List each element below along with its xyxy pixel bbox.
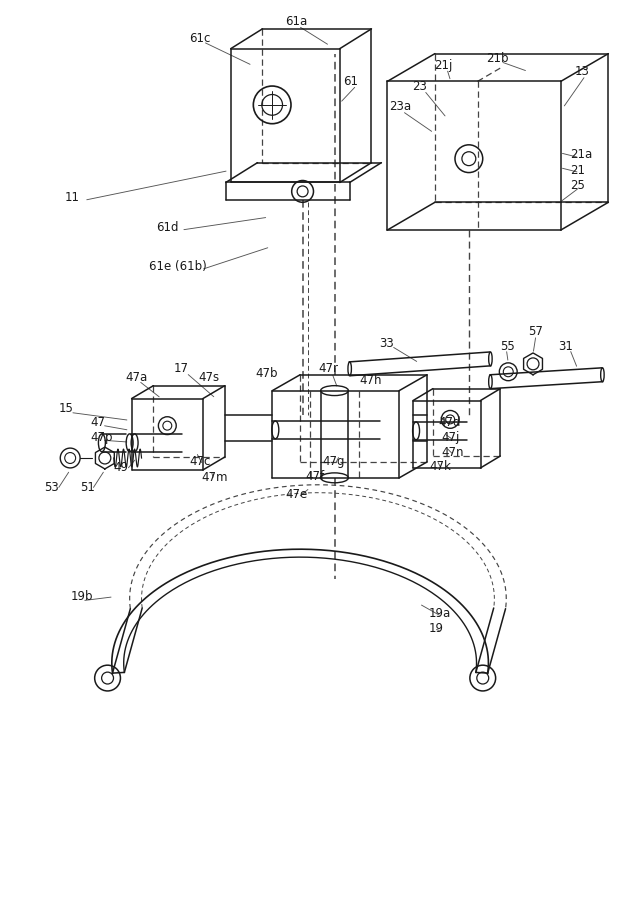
Text: 53: 53: [44, 481, 59, 494]
Text: 47e: 47e: [285, 488, 307, 501]
Text: 57: 57: [528, 325, 543, 338]
Text: 55: 55: [500, 340, 515, 353]
Text: 21a: 21a: [570, 148, 592, 162]
Text: 61d: 61d: [156, 220, 179, 233]
Text: 19a: 19a: [429, 607, 451, 621]
Text: 47p: 47p: [90, 431, 113, 443]
Text: 47a: 47a: [126, 371, 148, 385]
Text: 47b: 47b: [255, 367, 278, 380]
Text: 47n: 47n: [442, 445, 464, 459]
Text: 47g: 47g: [322, 455, 344, 468]
Text: 47f: 47f: [305, 470, 324, 484]
Text: 31: 31: [558, 340, 573, 353]
Text: 47s: 47s: [198, 371, 219, 385]
Text: 33: 33: [379, 337, 394, 350]
Text: 15: 15: [58, 402, 73, 415]
Text: 49: 49: [114, 462, 129, 475]
Text: 51: 51: [80, 481, 95, 494]
Text: 47k: 47k: [429, 461, 451, 474]
Text: 47: 47: [90, 416, 105, 429]
Text: 13: 13: [575, 65, 590, 78]
Text: 23: 23: [412, 80, 427, 93]
Text: 25: 25: [570, 179, 585, 192]
Text: 19: 19: [429, 622, 444, 635]
Text: 23a: 23a: [389, 100, 411, 113]
Text: 21b: 21b: [486, 52, 509, 65]
Text: 11: 11: [64, 191, 80, 204]
Text: 61a: 61a: [285, 16, 307, 28]
Text: 47h: 47h: [359, 375, 382, 387]
Text: 47c: 47c: [189, 455, 210, 468]
Text: 47r: 47r: [318, 363, 338, 375]
Text: 61e (61b): 61e (61b): [150, 260, 207, 274]
Text: 47d: 47d: [439, 416, 461, 429]
Text: 47m: 47m: [201, 471, 227, 485]
Text: 47j: 47j: [442, 431, 460, 443]
Text: 17: 17: [173, 363, 188, 375]
Text: 61c: 61c: [189, 32, 210, 45]
Text: 21: 21: [570, 164, 585, 177]
Text: 19b: 19b: [70, 590, 93, 603]
Text: 21j: 21j: [434, 59, 453, 72]
Text: 61: 61: [342, 75, 357, 88]
